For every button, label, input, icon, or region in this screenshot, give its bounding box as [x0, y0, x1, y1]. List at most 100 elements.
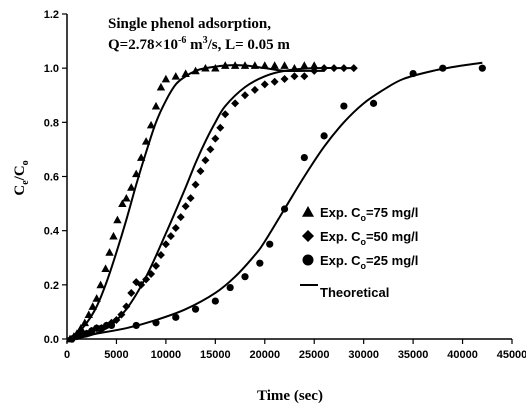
triangle-point — [141, 137, 151, 145]
x-tick-label: 45000 — [497, 349, 526, 361]
diamond-point — [241, 91, 249, 100]
diamond-point — [339, 64, 348, 73]
diamond-point — [137, 280, 146, 289]
y-tick-label: 0.6 — [44, 172, 59, 184]
triangle-point — [122, 193, 131, 202]
triangle-point — [109, 231, 118, 240]
diamond-point — [211, 134, 220, 143]
legend-entry-label: Theoretical — [320, 285, 389, 300]
x-tick-label: 25000 — [299, 349, 330, 361]
diamond-point — [300, 72, 309, 81]
triangle-point — [240, 61, 250, 69]
triangle-point — [161, 74, 171, 83]
diamond-point — [112, 316, 121, 325]
diamond-point — [176, 213, 185, 222]
y-axis-label: Ce/Co — [12, 160, 31, 195]
diamond-point — [330, 64, 338, 73]
diamond-point — [117, 310, 126, 319]
circle-point — [78, 329, 86, 338]
diamond-point — [196, 167, 205, 176]
triangle-point — [80, 318, 89, 327]
triangle-point — [146, 120, 156, 129]
diamond-point — [270, 77, 279, 86]
legend-diamond-marker — [302, 230, 314, 242]
x-tick-label: 0 — [64, 349, 70, 361]
triangle-point — [151, 101, 161, 110]
y-tick-label: 1.0 — [44, 63, 59, 75]
triangle-point — [310, 61, 319, 69]
legend-triangle-marker — [302, 206, 314, 217]
triangle-point — [105, 248, 114, 256]
triangle-point — [136, 153, 146, 161]
triangle-point — [127, 183, 136, 191]
triangle-point — [290, 63, 299, 72]
triangle-point — [76, 323, 86, 332]
diamond-point — [201, 156, 210, 165]
triangle-point — [230, 61, 240, 69]
circle-point — [256, 259, 264, 267]
triangle-point — [211, 63, 220, 72]
circle-point — [300, 153, 308, 162]
triangle-point — [300, 61, 309, 69]
circle-point — [369, 99, 378, 107]
legend-entry-label: Exp. Co=75 mg/l — [320, 205, 418, 223]
chart-title-line1: Single phenol adsorption, — [108, 16, 271, 32]
data-points — [65, 61, 486, 343]
axis-ticks: 0 5000 10000 15000 20000 25000 30000 35000 40000… — [44, 9, 526, 361]
x-tick-label: 40000 — [447, 349, 478, 361]
triangle-point — [96, 280, 105, 289]
triangle-point — [101, 264, 110, 272]
diamond-point — [206, 145, 215, 154]
circle-point — [102, 321, 111, 330]
diamond-point — [280, 75, 289, 83]
circle-point — [409, 69, 417, 78]
triangle-point — [201, 63, 210, 72]
x-tick-label: 30000 — [348, 349, 379, 361]
legend-circle-marker — [302, 254, 314, 266]
triangle-point — [280, 61, 289, 69]
y-tick-label: 0.0 — [44, 334, 59, 346]
diamond-point — [260, 80, 269, 89]
triangle-point — [171, 72, 180, 80]
diamond-point — [221, 110, 230, 119]
circle-point — [340, 102, 348, 110]
circle-point — [211, 297, 219, 305]
legend-entry-label: Exp. Co=25 mg/l — [320, 253, 418, 271]
diamond-point — [181, 202, 190, 211]
diamond-point — [127, 288, 136, 297]
triangle-point — [84, 310, 93, 318]
circle-point — [107, 321, 116, 330]
circle-point — [226, 283, 234, 292]
triangle-point — [260, 61, 269, 69]
triangle-point — [88, 302, 97, 310]
circle-point — [478, 64, 486, 72]
y-tick-label: 0.8 — [44, 117, 59, 129]
circle-point — [439, 64, 447, 72]
triangle-point — [270, 61, 279, 69]
x-axis-label: Time (sec) — [257, 388, 323, 404]
circle-point — [93, 324, 101, 332]
diamond-point — [161, 240, 170, 249]
diamond-point — [320, 64, 329, 73]
triangle-point — [181, 69, 190, 77]
triangle-point — [191, 66, 200, 75]
diamond-point — [290, 72, 299, 81]
triangle-point — [250, 61, 260, 69]
diamond-point — [147, 270, 156, 278]
chart-title-line2: Q=2.78×10-6 m3/s, L= 0.05 m — [108, 35, 290, 53]
circle-point — [191, 305, 200, 313]
triangle-point — [132, 169, 141, 178]
x-tick-label: 35000 — [398, 349, 429, 361]
circle-point — [172, 313, 180, 321]
circle-point — [266, 240, 274, 248]
circle-point — [152, 319, 160, 327]
diamond-point — [152, 261, 160, 270]
diamond-point — [191, 180, 200, 189]
diamond-point — [250, 85, 259, 94]
triangle-point — [156, 82, 166, 91]
x-tick-label: 5000 — [104, 349, 128, 361]
diamond-point — [122, 302, 131, 311]
diamond-point — [156, 251, 165, 260]
legend-entry-label: Exp. Co=50 mg/l — [320, 229, 418, 247]
